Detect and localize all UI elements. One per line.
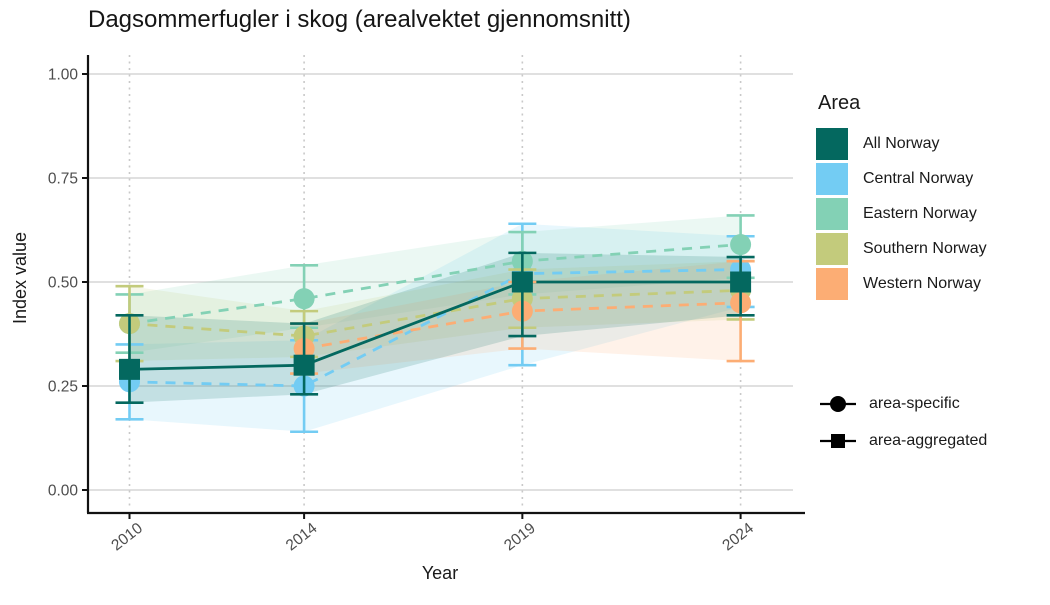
trend-line-eastern-norway bbox=[129, 243, 741, 325]
y-tick-label: 0.00 bbox=[48, 483, 79, 500]
y-tick-label: 1.00 bbox=[48, 67, 79, 84]
legend-items: All Norway Central Norway Eastern Norway So… bbox=[816, 128, 987, 300]
shape-legend-label: area-aggregated bbox=[869, 432, 988, 449]
x-tick-label: 2019 bbox=[501, 520, 539, 555]
square-marker-icon bbox=[820, 434, 856, 448]
point-square-all-norway bbox=[119, 358, 140, 380]
legend-item-label: Eastern Norway bbox=[863, 205, 977, 222]
point-square-all-norway bbox=[511, 271, 533, 293]
legend-swatch bbox=[816, 198, 848, 230]
legend-swatch bbox=[816, 128, 848, 160]
legend-item-southern-norway: Southern Norway bbox=[816, 233, 987, 265]
y-axis-title: Index value bbox=[10, 231, 30, 325]
circle-marker-icon bbox=[820, 396, 856, 412]
shape-legend: area-specific area-aggregated bbox=[818, 391, 987, 465]
legend-item-central-norway: Central Norway bbox=[816, 163, 987, 195]
point-square-all-norway bbox=[730, 271, 752, 293]
legend-title: Area bbox=[818, 92, 861, 114]
shape-legend-item-area-specific: area-specific bbox=[818, 391, 987, 417]
x-tick-label: 2024 bbox=[719, 520, 757, 555]
legend-swatch bbox=[816, 233, 848, 265]
y-tick-label: 0.75 bbox=[48, 171, 78, 188]
point-circle-eastern-norway bbox=[293, 288, 315, 310]
legend-item-label: All Norway bbox=[863, 135, 940, 152]
y-tick-label: 0.25 bbox=[48, 379, 78, 396]
chart-title: Dagsommerfugler i skog (arealvektet gjen… bbox=[88, 6, 631, 33]
ci-ribbon-southern-norway bbox=[129, 261, 741, 362]
trend-line-southern-norway bbox=[129, 288, 741, 338]
shape-legend-item-area-aggregated: area-aggregated bbox=[818, 428, 987, 454]
legend-item-all-norway: All Norway bbox=[816, 128, 987, 160]
ci-ribbon-eastern-norway bbox=[129, 215, 741, 353]
x-axis-title: Year bbox=[421, 563, 459, 583]
shape-legend-label: area-specific bbox=[869, 395, 960, 412]
y-tick-label: 0.50 bbox=[48, 275, 79, 292]
point-circle-eastern-norway bbox=[730, 234, 752, 256]
legend-item-label: Western Norway bbox=[863, 275, 981, 292]
trend-line-all-norway bbox=[129, 280, 741, 371]
legend-item-western-norway: Western Norway bbox=[816, 268, 987, 300]
legend-item-label: Central Norway bbox=[863, 170, 974, 187]
area-legend: Area All Norway Central Norway Eastern Nor… bbox=[816, 92, 987, 303]
x-tick-label: 2010 bbox=[108, 520, 146, 555]
point-square-all-norway bbox=[293, 354, 315, 376]
ci-ribbon-central-norway bbox=[129, 223, 741, 432]
x-tick-label: 2014 bbox=[283, 520, 321, 555]
legend-item-eastern-norway: Eastern Norway bbox=[816, 198, 987, 230]
legend-swatch bbox=[816, 163, 848, 195]
legend-item-label: Southern Norway bbox=[863, 240, 987, 257]
legend-swatch bbox=[816, 268, 848, 300]
